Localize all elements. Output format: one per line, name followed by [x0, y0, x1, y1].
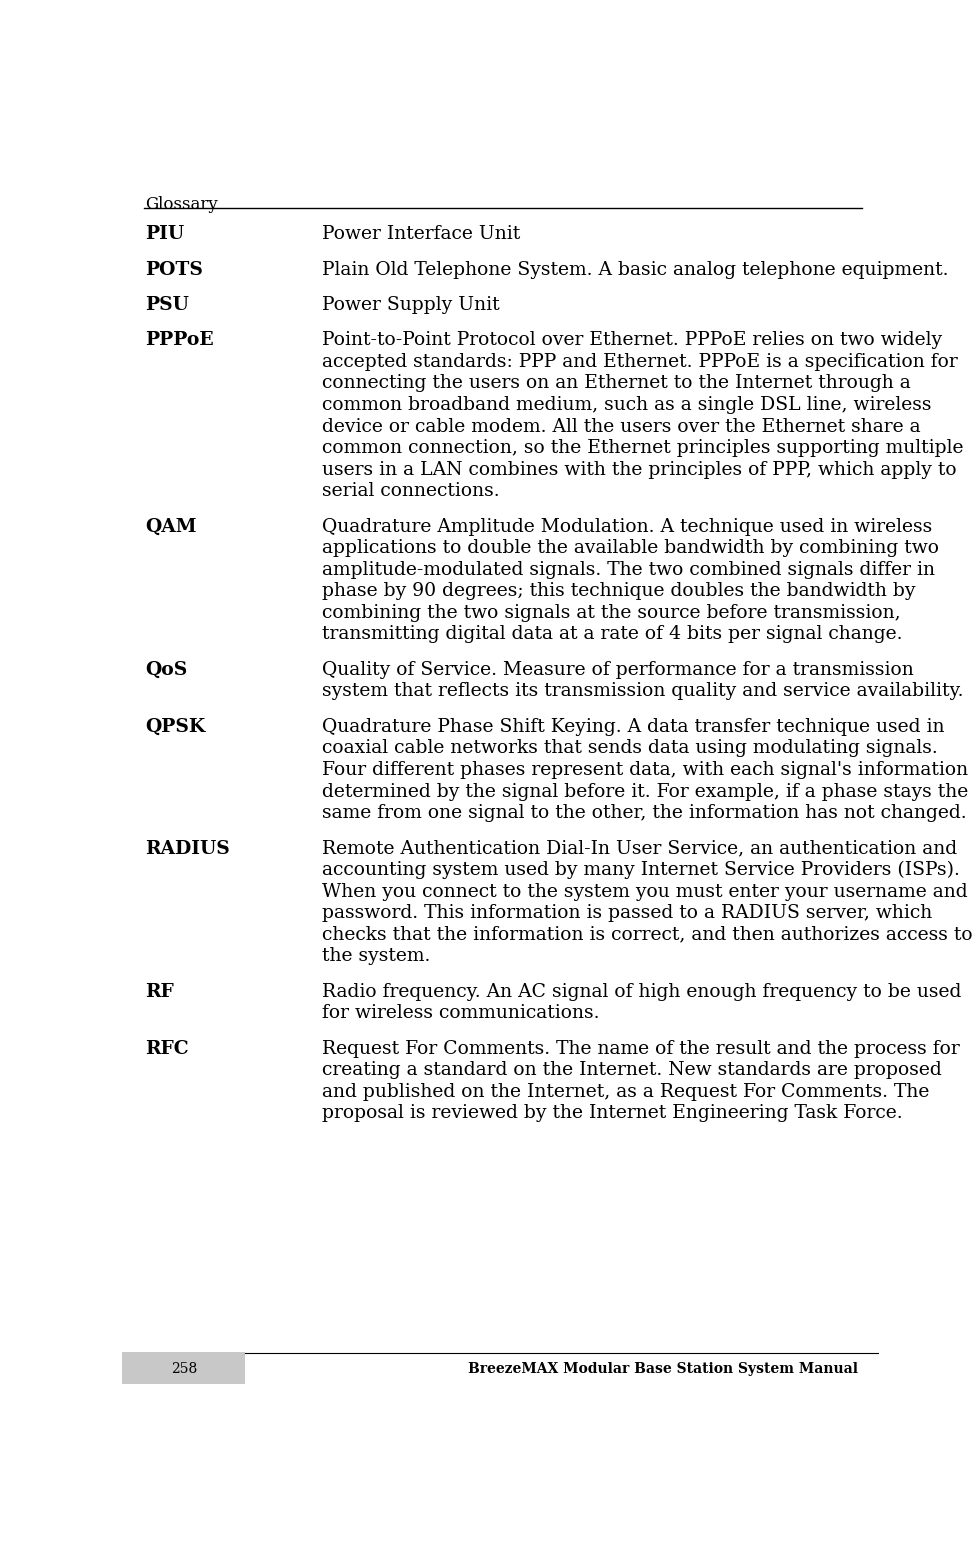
- Text: Point-to-Point Protocol over Ethernet. PPPoE relies on two widely: Point-to-Point Protocol over Ethernet. P…: [322, 331, 942, 350]
- Text: PPPoE: PPPoE: [146, 331, 214, 350]
- Text: password. This information is passed to a RADIUS server, which: password. This information is passed to …: [322, 905, 932, 922]
- Text: creating a standard on the Internet. New standards are proposed: creating a standard on the Internet. New…: [322, 1062, 942, 1079]
- Text: common broadband medium, such as a single DSL line, wireless: common broadband medium, such as a singl…: [322, 397, 932, 414]
- Text: accepted standards: PPP and Ethernet. PPPoE is a specification for: accepted standards: PPP and Ethernet. PP…: [322, 353, 957, 372]
- Text: coaxial cable networks that sends data using modulating signals.: coaxial cable networks that sends data u…: [322, 740, 938, 757]
- Text: combining the two signals at the source before transmission,: combining the two signals at the source …: [322, 603, 901, 622]
- Text: device or cable modem. All the users over the Ethernet share a: device or cable modem. All the users ove…: [322, 418, 920, 435]
- Text: applications to double the available bandwidth by combining two: applications to double the available ban…: [322, 540, 939, 557]
- Text: Quadrature Amplitude Modulation. A technique used in wireless: Quadrature Amplitude Modulation. A techn…: [322, 518, 932, 536]
- Text: Radio frequency. An AC signal of high enough frequency to be used: Radio frequency. An AC signal of high en…: [322, 983, 961, 1001]
- Text: system that reflects its transmission quality and service availability.: system that reflects its transmission qu…: [322, 683, 963, 700]
- Text: same from one signal to the other, the information has not changed.: same from one signal to the other, the i…: [322, 804, 966, 823]
- Text: Quality of Service. Measure of performance for a transmission: Quality of Service. Measure of performan…: [322, 661, 913, 680]
- Text: and published on the Internet, as a Request For Comments. The: and published on the Internet, as a Requ…: [322, 1082, 929, 1101]
- Text: RFC: RFC: [146, 1040, 189, 1057]
- Text: transmitting digital data at a rate of 4 bits per signal change.: transmitting digital data at a rate of 4…: [322, 625, 903, 644]
- Text: connecting the users on an Ethernet to the Internet through a: connecting the users on an Ethernet to t…: [322, 375, 911, 392]
- Text: serial connections.: serial connections.: [322, 482, 499, 501]
- Text: amplitude-modulated signals. The two combined signals differ in: amplitude-modulated signals. The two com…: [322, 561, 935, 578]
- Text: POTS: POTS: [146, 261, 203, 278]
- Text: 258: 258: [171, 1362, 197, 1376]
- Text: When you connect to the system you must enter your username and: When you connect to the system you must …: [322, 883, 967, 900]
- Text: Power Supply Unit: Power Supply Unit: [322, 295, 499, 314]
- Text: QoS: QoS: [146, 661, 188, 680]
- Text: Remote Authentication Dial-In User Service, an authentication and: Remote Authentication Dial-In User Servi…: [322, 840, 957, 857]
- Text: Power Interface Unit: Power Interface Unit: [322, 225, 521, 243]
- Text: QAM: QAM: [146, 518, 197, 536]
- Text: Plain Old Telephone System. A basic analog telephone equipment.: Plain Old Telephone System. A basic anal…: [322, 261, 949, 278]
- Text: RF: RF: [146, 983, 174, 1001]
- Text: for wireless communications.: for wireless communications.: [322, 1005, 600, 1022]
- Text: checks that the information is correct, and then authorizes access to: checks that the information is correct, …: [322, 925, 973, 944]
- Text: BreezeMAX Modular Base Station System Manual: BreezeMAX Modular Base Station System Ma…: [468, 1362, 858, 1376]
- Text: Quadrature Phase Shift Keying. A data transfer technique used in: Quadrature Phase Shift Keying. A data tr…: [322, 718, 945, 736]
- Text: common connection, so the Ethernet principles supporting multiple: common connection, so the Ethernet princ…: [322, 439, 963, 457]
- Text: the system.: the system.: [322, 947, 431, 966]
- Text: Four different phases represent data, with each signal's information: Four different phases represent data, wi…: [322, 760, 968, 779]
- Text: QPSK: QPSK: [146, 718, 205, 736]
- Text: phase by 90 degrees; this technique doubles the bandwidth by: phase by 90 degrees; this technique doub…: [322, 583, 915, 600]
- Text: users in a LAN combines with the principles of PPP, which apply to: users in a LAN combines with the princip…: [322, 460, 956, 479]
- Text: Request For Comments. The name of the result and the process for: Request For Comments. The name of the re…: [322, 1040, 959, 1057]
- Text: proposal is reviewed by the Internet Engineering Task Force.: proposal is reviewed by the Internet Eng…: [322, 1104, 903, 1123]
- Text: PIU: PIU: [146, 225, 185, 243]
- Text: Glossary: Glossary: [146, 196, 218, 213]
- Text: determined by the signal before it. For example, if a phase stays the: determined by the signal before it. For …: [322, 782, 968, 801]
- Text: PSU: PSU: [146, 295, 190, 314]
- Bar: [122, 1351, 244, 1384]
- Text: accounting system used by many Internet Service Providers (ISPs).: accounting system used by many Internet …: [322, 861, 960, 880]
- Text: RADIUS: RADIUS: [146, 840, 231, 857]
